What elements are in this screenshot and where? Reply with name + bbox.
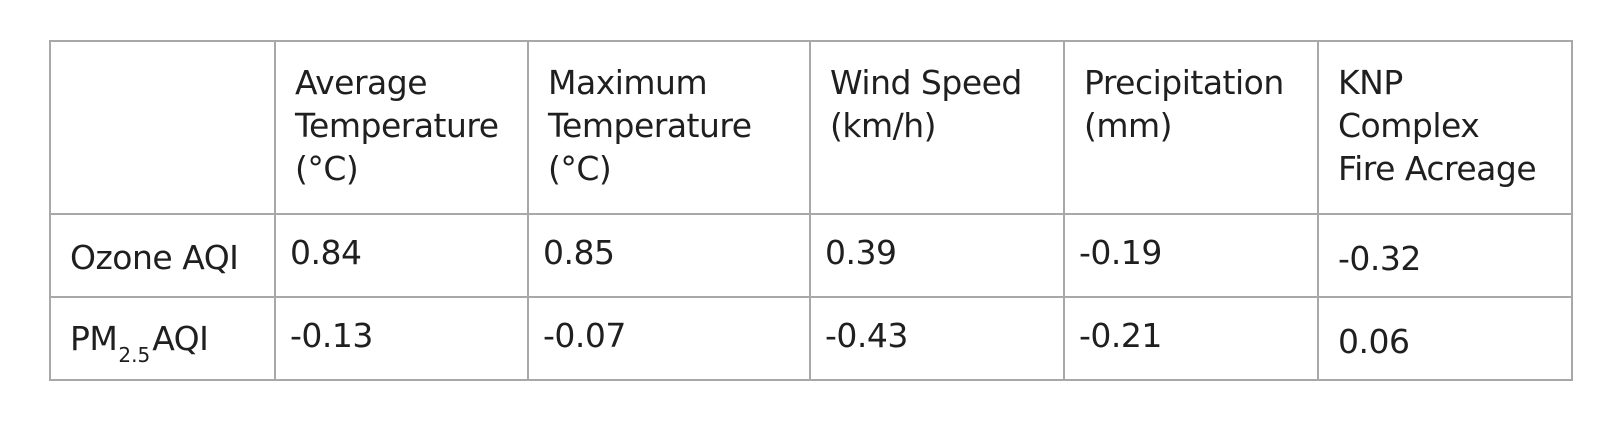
column-header-label: Average Temperature (°C)	[295, 63, 499, 188]
column-header-label: KNP Complex Fire Acreage	[1338, 63, 1537, 188]
table-cell: -0.21	[1063, 296, 1319, 381]
table-cell: 0.06	[1317, 296, 1573, 381]
row-label-text: Ozone AQI	[70, 238, 239, 277]
table-row-pm25-aqi: PM2.5AQI -0.13 -0.07 -0.43 -0.21 0.06	[49, 296, 1573, 381]
column-header-label: Precipitation (mm)	[1084, 63, 1284, 145]
row-label-pm25-aqi: PM2.5AQI	[49, 296, 276, 381]
table-cell: 0.85	[527, 213, 811, 298]
corner-cell	[49, 40, 276, 215]
row-label-suffix: AQI	[152, 318, 209, 358]
header-row: Average Temperature (°C) Maximum Tempera…	[49, 40, 1573, 215]
column-header-wind-speed: Wind Speed (km/h)	[809, 40, 1065, 215]
column-header-maximum-temperature: Maximum Temperature (°C)	[527, 40, 811, 215]
row-label-ozone-aqi: Ozone AQI	[49, 213, 276, 298]
row-label-subscript: 2.5	[118, 342, 151, 367]
correlation-table: Average Temperature (°C) Maximum Tempera…	[49, 40, 1573, 381]
table-cell: -0.32	[1317, 213, 1573, 298]
table-cell: -0.07	[527, 296, 811, 381]
table-cell: 0.84	[274, 213, 529, 298]
column-header-label: Wind Speed (km/h)	[830, 63, 1022, 145]
column-header-precipitation: Precipitation (mm)	[1063, 40, 1319, 215]
column-header-label: Maximum Temperature (°C)	[548, 63, 752, 188]
row-label-prefix: PM	[70, 318, 118, 358]
table-cell: -0.43	[809, 296, 1065, 381]
column-header-average-temperature: Average Temperature (°C)	[274, 40, 529, 215]
table-cell: -0.13	[274, 296, 529, 381]
table-cell: 0.39	[809, 213, 1065, 298]
table-cell: -0.19	[1063, 213, 1319, 298]
column-header-knp-fire-acreage: KNP Complex Fire Acreage	[1317, 40, 1573, 215]
table-row-ozone-aqi: Ozone AQI 0.84 0.85 0.39 -0.19 -0.32	[49, 213, 1573, 298]
